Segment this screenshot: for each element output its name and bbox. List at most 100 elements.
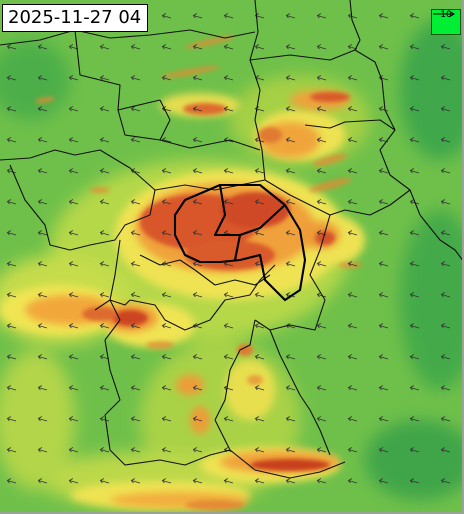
wind-arrow <box>441 108 451 112</box>
wind-arrow <box>441 294 451 298</box>
wind-arrow-head <box>130 168 136 174</box>
wind-arrow-head <box>347 199 353 205</box>
wind-arrow-head <box>6 168 12 174</box>
wind-arrow-head <box>409 261 415 267</box>
wind-arrow-head <box>285 75 291 81</box>
wind-arrow-head <box>192 44 198 50</box>
wind-arrow-head <box>130 323 136 329</box>
wind-arrow <box>441 232 451 236</box>
wind-arrow-head <box>99 292 105 298</box>
wind-arrow-head <box>99 199 105 205</box>
wind-arrow-head <box>409 416 415 422</box>
wind-arrow-head <box>378 106 384 112</box>
wind-arrow <box>162 201 172 205</box>
wind-arrow-head <box>37 230 43 236</box>
wind-arrow-head <box>285 168 291 174</box>
wind-arrow <box>224 108 234 112</box>
wind-arrow-head <box>440 44 446 50</box>
wind-arrow <box>193 480 203 484</box>
wind-arrow <box>100 294 110 298</box>
wind-arrow-head <box>223 44 229 50</box>
wind-arrow <box>162 15 172 19</box>
wind-arrow-head <box>254 478 260 484</box>
wind-arrow-head <box>254 292 260 298</box>
wind-arrow <box>441 356 451 360</box>
wind-arrow-head <box>285 137 291 143</box>
wind-arrow <box>162 170 172 174</box>
wind-arrow-head <box>440 478 446 484</box>
wind-arrow <box>38 325 48 329</box>
wind-arrow <box>348 201 358 205</box>
wind-arrow <box>379 356 389 360</box>
wind-arrow-head <box>99 385 105 391</box>
wind-arrow-head <box>6 199 12 205</box>
wind-arrow-head <box>223 106 229 112</box>
wind-arrow <box>224 418 234 422</box>
wind-arrow-head <box>378 416 384 422</box>
wind-arrow-head <box>316 106 322 112</box>
wind-arrow-head <box>440 199 446 205</box>
wind-arrow <box>7 325 17 329</box>
wind-arrow-head <box>37 75 43 81</box>
wind-arrow <box>348 139 358 143</box>
wind-arrow-head <box>347 106 353 112</box>
wind-arrow <box>131 232 141 236</box>
wind-arrow <box>100 232 110 236</box>
wind-arrow <box>441 46 451 50</box>
wind-arrow-head <box>347 13 353 19</box>
wind-arrow <box>193 449 203 453</box>
wind-arrow-head <box>409 44 415 50</box>
wind-arrow-head <box>440 292 446 298</box>
wind-arrow-head <box>161 13 167 19</box>
wind-arrow-head <box>161 385 167 391</box>
wind-arrow <box>131 201 141 205</box>
wind-arrow-head <box>6 354 12 360</box>
wind-arrow-head <box>130 478 136 484</box>
wind-arrow-head <box>285 230 291 236</box>
wind-arrow <box>69 294 79 298</box>
wind-arrow <box>7 201 17 205</box>
wind-arrow <box>410 418 420 422</box>
wind-arrow-head <box>254 230 260 236</box>
wind-arrow-head <box>409 354 415 360</box>
wind-arrow-head <box>68 354 74 360</box>
wind-arrow <box>410 170 420 174</box>
wind-arrow-head <box>130 385 136 391</box>
wind-arrow-head <box>440 447 446 453</box>
wind-arrow-head <box>254 416 260 422</box>
wind-arrow-head <box>192 137 198 143</box>
wind-arrow <box>69 387 79 391</box>
wind-arrow <box>193 201 203 205</box>
wind-arrow-head <box>378 447 384 453</box>
wind-arrow-head <box>130 106 136 112</box>
wind-arrow-head <box>254 354 260 360</box>
wind-arrow <box>100 139 110 143</box>
wind-arrow <box>7 356 17 360</box>
wind-arrow <box>379 325 389 329</box>
wind-arrow-head <box>347 261 353 267</box>
wind-arrow-head <box>6 137 12 143</box>
wind-arrow-head <box>6 75 12 81</box>
wind-reference-legend: 10 <box>431 9 461 35</box>
wind-arrow-head <box>316 230 322 236</box>
wind-arrow <box>162 418 172 422</box>
wind-arrow-head <box>6 230 12 236</box>
wind-arrow <box>286 449 296 453</box>
wind-arrow <box>441 449 451 453</box>
wind-speed-field <box>0 20 464 510</box>
wind-arrow <box>131 77 141 81</box>
wind-arrow-head <box>130 447 136 453</box>
wind-arrow-head <box>192 199 198 205</box>
wind-arrow-head <box>285 416 291 422</box>
wind-arrow-head <box>440 106 446 112</box>
wind-arrow <box>7 232 17 236</box>
wind-arrow <box>224 325 234 329</box>
wind-arrow <box>38 480 48 484</box>
wind-arrow <box>69 170 79 174</box>
wind-arrow-head <box>440 261 446 267</box>
wind-arrow <box>317 263 327 267</box>
wind-arrow-head <box>130 199 136 205</box>
wind-arrow-head <box>37 168 43 174</box>
wind-arrow <box>286 15 296 19</box>
wind-arrow <box>410 77 420 81</box>
